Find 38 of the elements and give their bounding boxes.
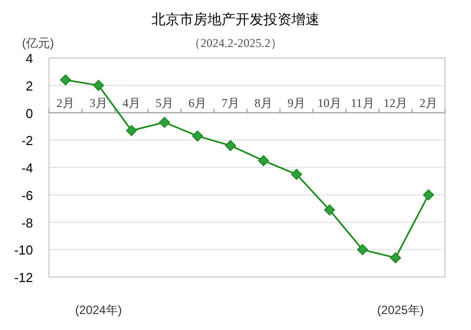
point <box>258 155 269 166</box>
y-tick-label: 4 <box>26 51 33 66</box>
point <box>60 74 71 86</box>
point <box>423 189 434 200</box>
x-tick-label: 10月 <box>318 96 342 110</box>
point <box>192 130 203 142</box>
y-tick-label: -12 <box>14 270 33 285</box>
x-tick-label: 12月 <box>384 96 408 110</box>
point <box>225 140 236 152</box>
x-tick-label: 8月 <box>254 96 272 110</box>
point <box>93 80 104 91</box>
chart-subtitle: （2024.2-2025.2） <box>188 36 282 50</box>
y-tick-label: -2 <box>21 133 33 148</box>
y-tick-label: 2 <box>26 78 33 94</box>
y-axis-title: (亿元) <box>22 36 54 50</box>
y-tick-label: -6 <box>21 188 33 203</box>
x-tick-label: 2月 <box>420 96 438 110</box>
x-tick-label: 5月 <box>156 96 174 110</box>
text: (2024年) <box>75 303 122 317</box>
y-tick-label: 0 <box>26 106 33 121</box>
x-tick-label: 7月 <box>222 96 240 110</box>
x-tick-label: 3月 <box>90 96 108 110</box>
point <box>357 244 368 256</box>
x-tick-label: 2月 <box>56 96 74 110</box>
point <box>159 116 170 128</box>
x-tick-label: 11月 <box>350 96 374 110</box>
text: (2025年) <box>377 303 424 317</box>
chart-title: 北京市房地产开发投资增速 <box>152 11 320 27</box>
y-tick-label: -8 <box>21 215 33 230</box>
y-tick-label: -10 <box>14 242 33 258</box>
x-tick-label: 6月 <box>188 96 206 110</box>
x-tick-label: 4月 <box>122 96 140 110</box>
x-tick-label: 9月 <box>288 96 306 110</box>
point <box>126 125 137 136</box>
point <box>390 252 401 264</box>
y-tick-label: -4 <box>21 160 33 176</box>
point <box>324 204 335 216</box>
point <box>291 168 302 180</box>
